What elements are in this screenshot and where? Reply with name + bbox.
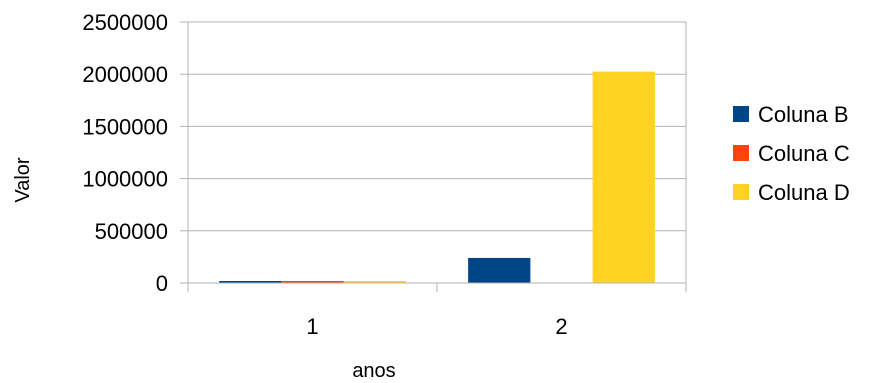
y-tick-label-0: 0 — [156, 271, 168, 296]
bars — [219, 71, 655, 283]
x-tick-label-2: 2 — [555, 314, 567, 339]
y-tick-label-2: 1000000 — [82, 167, 168, 192]
legend-label-coluna-b: Coluna B — [758, 102, 849, 127]
bar-coluna-d-cat-2 — [592, 71, 655, 283]
legend-label-coluna-d: Coluna D — [758, 180, 850, 205]
axes — [180, 21, 687, 292]
bar-coluna-b-cat-1 — [219, 281, 282, 283]
legend-swatch-coluna-c — [733, 145, 749, 161]
y-tick-label-1: 500000 — [95, 219, 168, 244]
y-tick-labels: 0 500000 1000000 1500000 2000000 2500000 — [82, 10, 168, 296]
legend-swatch-coluna-b — [733, 106, 749, 122]
bar-coluna-c-cat-1 — [281, 281, 344, 283]
x-tick-label-1: 1 — [306, 314, 318, 339]
y-tick-label-5: 2500000 — [82, 10, 168, 35]
y-tick-label-3: 1500000 — [82, 114, 168, 139]
x-axis-title: anos — [352, 360, 395, 382]
legend: Coluna B Coluna C Coluna D — [733, 102, 850, 205]
bar-coluna-d-cat-1 — [343, 281, 406, 283]
legend-swatch-coluna-d — [733, 184, 749, 200]
bar-coluna-b-cat-2 — [468, 257, 531, 283]
y-tick-label-4: 2000000 — [82, 62, 168, 87]
y-axis-title: Valor — [12, 157, 34, 203]
legend-label-coluna-c: Coluna C — [758, 141, 850, 166]
